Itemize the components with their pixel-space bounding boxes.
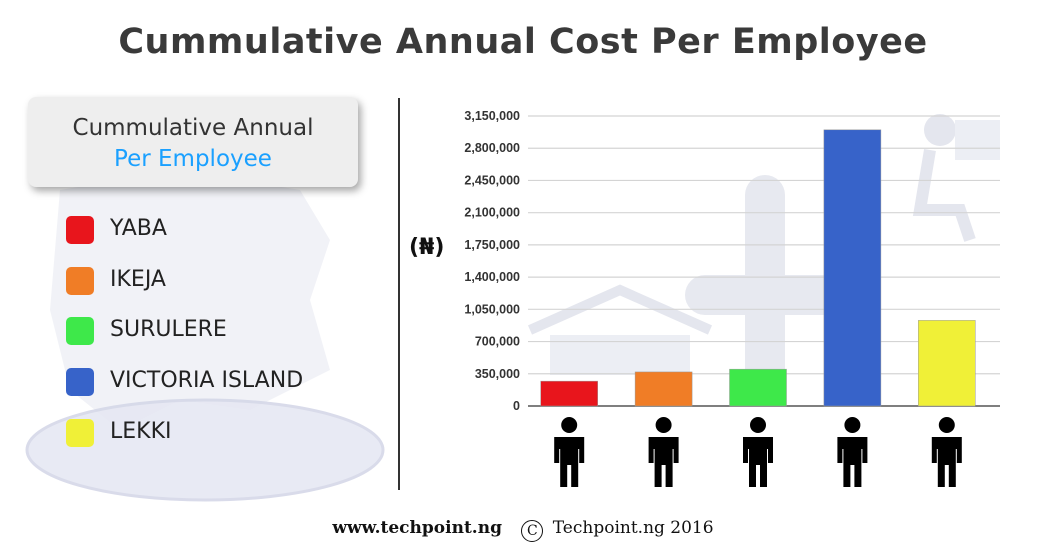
person-icon xyxy=(648,417,679,487)
legend-swatch-yaba xyxy=(66,216,94,244)
footer-copyright: Techpoint.ng 2016 xyxy=(552,518,714,538)
bar xyxy=(634,371,693,407)
y-tick-label: 2,100,000 xyxy=(464,206,520,220)
copyright-icon: C xyxy=(521,520,544,542)
y-tick-label: 2,450,000 xyxy=(464,173,520,187)
y-tick-label: 700,000 xyxy=(475,335,520,349)
legend-heading-box: Cummulative Annual Per Employee xyxy=(28,97,358,187)
y-tick-label: 3,150,000 xyxy=(464,109,520,123)
legend-heading-line1: Cummulative Annual xyxy=(72,115,314,141)
person-icon xyxy=(554,417,585,487)
legend-label-ikeja: IKEJA xyxy=(110,267,166,292)
legend-label-surulere: SURULERE xyxy=(110,317,227,342)
legend-label-yaba: YABA xyxy=(110,216,167,241)
bar-chart: 0 350,000 700,000 1,050,000 1,400,000 1,750,0… xyxy=(409,109,1000,487)
vertical-divider xyxy=(398,98,400,490)
bar xyxy=(540,380,598,407)
y-axis-label: (₦) xyxy=(409,235,444,260)
bar xyxy=(729,368,787,407)
legend-swatch-victoria-island xyxy=(66,368,94,396)
legend-label-lekki: LEKKI xyxy=(110,419,172,444)
bar xyxy=(918,320,976,407)
legend-swatch-surulere xyxy=(66,317,94,345)
y-tick-label: 350,000 xyxy=(475,367,520,381)
y-tick-label: 1,050,000 xyxy=(464,302,520,316)
footer-url: www.techpoint.ng xyxy=(332,518,502,538)
legend-heading-line2: Per Employee xyxy=(114,146,272,172)
y-tick-label: 1,400,000 xyxy=(464,270,520,284)
person-icon xyxy=(931,417,962,487)
map-watermark xyxy=(25,170,385,502)
legend-swatch-ikeja xyxy=(66,267,94,295)
chart-title: Cummulative Annual Cost Per Employee xyxy=(118,22,928,62)
legend-swatch-lekki xyxy=(66,419,94,447)
bar xyxy=(823,129,882,407)
y-tick-label: 2,800,000 xyxy=(464,141,520,155)
person-icon xyxy=(837,417,868,487)
person-icon xyxy=(743,417,773,487)
legend-label-victoria-island: VICTORIA ISLAND xyxy=(110,368,304,393)
y-tick-label: 1,750,000 xyxy=(464,238,520,252)
y-tick-label: 0 xyxy=(513,399,520,413)
footer: www.techpoint.ng C Techpoint.ng 2016 xyxy=(0,518,1046,542)
